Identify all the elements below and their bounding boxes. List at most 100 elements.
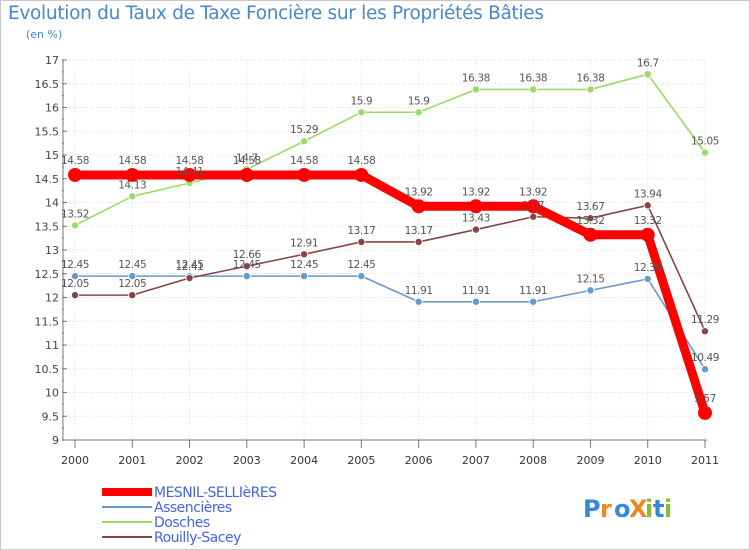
data-point [471,297,480,306]
data-point [185,274,194,283]
data-point [414,297,423,306]
y-tick-label: 12.5 [35,268,60,281]
y-tick-label: 13 [45,244,59,257]
data-point [414,108,423,117]
data-point [182,167,197,182]
logo-letter: i [645,495,653,523]
y-tick-label: 10.5 [35,363,60,376]
logo-letter: P [583,495,601,523]
data-point [71,291,80,300]
data-point [128,272,137,281]
data-point [239,167,254,182]
data-label: 13.92 [462,186,490,198]
data-label: 13.94 [634,188,663,200]
y-tick-label: 9 [52,434,59,447]
y-tick-label: 11.5 [35,315,60,328]
data-label: 15.9 [408,95,430,107]
data-label: 15.05 [691,136,719,148]
data-label: 12.05 [118,278,146,290]
data-point [468,199,483,214]
data-point [586,214,595,223]
y-tick-label: 14 [45,197,59,210]
data-label: 12.66 [233,249,262,261]
data-label: 16.38 [576,72,604,84]
data-label: 13.67 [576,201,604,213]
data-label: 12.45 [176,259,204,271]
chart-axes: 9 9.5 10 10.5 11 11.5 12 12.5 13 13.5 14 14.5 15 15.5… [35,54,720,467]
x-tick-label: 2002 [176,454,204,467]
data-label: 12.91 [290,237,318,249]
x-tick-label: 2008 [519,454,547,467]
data-point [357,108,366,117]
data-label: 13.52 [61,208,89,220]
data-label: 12.45 [118,259,146,271]
data-point [471,225,480,234]
legend-label: MESNIL-SELLIèRES [154,485,277,501]
series-points [68,70,712,420]
data-point [701,365,710,374]
data-point [357,272,366,281]
data-point [68,167,82,182]
data-label: 14.7 [236,152,258,164]
data-point [529,297,538,306]
data-label: 13.92 [405,186,433,198]
data-label: 13.43 [462,213,490,225]
y-tick-label: 14.5 [35,173,60,186]
y-tick-label: 15 [45,149,59,162]
data-point [300,137,309,146]
series-line [74,275,706,371]
data-label: 12.05 [61,278,89,290]
y-tick-label: 10 [45,387,59,400]
data-label: 16.38 [462,72,490,84]
data-point [242,272,251,281]
data-point [583,227,598,242]
data-label: 9.57 [694,393,716,405]
data-point [354,167,369,182]
data-point [300,250,309,259]
data-point [128,192,137,201]
logo-letter: i [664,495,672,523]
chart-title: Evolution du Taux de Taxe Foncière sur l… [8,3,544,24]
data-label: 12.39 [634,262,662,274]
legend-label: Assencières [154,500,232,516]
x-tick-label: 2007 [462,454,490,467]
data-label: 11.91 [462,285,490,297]
series-line [74,73,706,227]
data-label: 13.92 [519,186,547,198]
data-label: 12.45 [61,259,89,271]
data-label: 14.58 [233,155,261,167]
y-tick-label: 11 [45,339,59,352]
data-label: 16.7 [637,57,659,69]
legend-label: Rouilly-Sacey [154,530,241,546]
data-label: 15.9 [350,95,372,107]
chart-grid [63,59,706,441]
logo-letter: o [614,495,631,523]
data-label: 11.29 [691,314,719,326]
data-label: 14.58 [118,155,146,167]
data-point [643,201,652,210]
logo-letter: r [600,495,612,523]
x-tick-label: 2011 [691,454,719,467]
data-point [357,237,366,246]
x-tick-label: 2001 [118,454,146,467]
data-label: 14.58 [176,155,204,167]
data-label: 14.58 [347,155,375,167]
series-line [74,204,706,333]
legend-label: Dosches [154,515,210,531]
data-label: 12.41 [176,261,204,273]
y-tick-label: 17 [45,54,59,67]
data-point [643,70,652,79]
data-label: 13.32 [576,215,604,227]
data-point [297,167,312,182]
data-label: 13.17 [405,225,433,237]
data-label: 13.17 [347,225,375,237]
data-point [640,227,655,242]
y-tick-label: 15.5 [35,125,60,138]
data-label: 14.58 [290,155,318,167]
chart-legend: MESNIL-SELLIèRESAssencièresDoschesRouill… [102,485,278,546]
y-tick-label: 16 [45,102,59,115]
data-point [701,327,710,336]
